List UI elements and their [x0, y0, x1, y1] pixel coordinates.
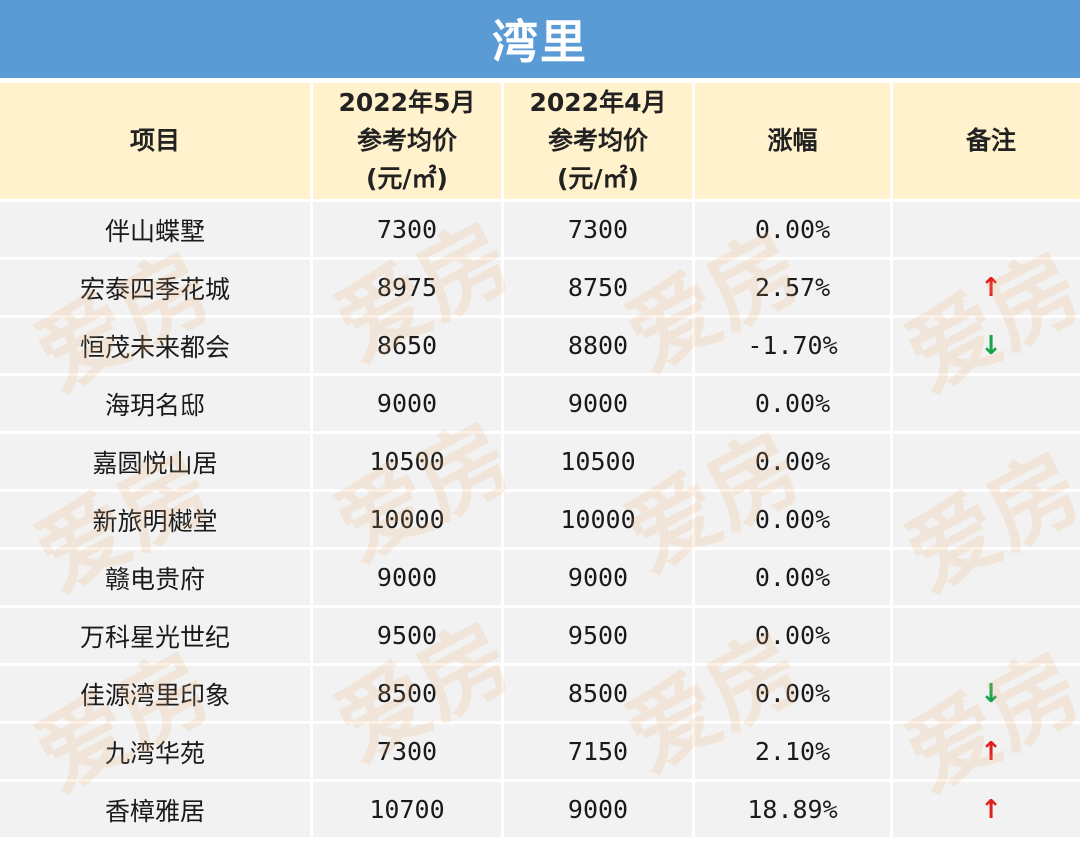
- change-cell: 2.10%: [695, 724, 890, 779]
- note-cell: ↑: [893, 724, 1080, 779]
- change-cell: 0.00%: [695, 608, 890, 663]
- header-note: 备注: [893, 83, 1080, 199]
- note-cell: ↓: [893, 666, 1080, 721]
- table-row: 宏泰四季花城 8975 8750 2.57% ↑: [0, 260, 1080, 315]
- may-price-cell: 9000: [313, 376, 501, 431]
- table-row: 海玥名邸 9000 9000 0.00%: [0, 376, 1080, 431]
- change-cell: 0.00%: [695, 376, 890, 431]
- note-cell: [893, 202, 1080, 257]
- header-may-price: 2022年5月 参考均价 (元/㎡): [313, 83, 501, 199]
- table-row: 新旅明樾堂 10000 10000 0.00%: [0, 492, 1080, 547]
- table-row: 九湾华苑 7300 7150 2.10% ↑: [0, 724, 1080, 779]
- header-project: 项目: [0, 83, 310, 199]
- table-row: 香樟雅居 10700 9000 18.89% ↑: [0, 782, 1080, 837]
- table-row: 赣电贵府 9000 9000 0.00%: [0, 550, 1080, 605]
- note-cell: [893, 550, 1080, 605]
- down-arrow-icon: ↓: [980, 330, 1002, 361]
- note-cell: ↑: [893, 260, 1080, 315]
- change-cell: 0.00%: [695, 434, 890, 489]
- header-apr-line-3: (元/㎡): [557, 164, 639, 193]
- apr-price-cell: 10000: [504, 492, 692, 547]
- apr-price-cell: 7150: [504, 724, 692, 779]
- note-cell: [893, 434, 1080, 489]
- project-name-cell: 宏泰四季花城: [0, 260, 310, 315]
- project-name-cell: 赣电贵府: [0, 550, 310, 605]
- may-price-cell: 10000: [313, 492, 501, 547]
- apr-price-cell: 10500: [504, 434, 692, 489]
- down-arrow-icon: ↓: [980, 678, 1002, 709]
- apr-price-cell: 9000: [504, 376, 692, 431]
- change-cell: -1.70%: [695, 318, 890, 373]
- table-title: 湾里: [0, 0, 1080, 78]
- note-cell: [893, 376, 1080, 431]
- may-price-cell: 7300: [313, 202, 501, 257]
- table-row: 佳源湾里印象 8500 8500 0.00% ↓: [0, 666, 1080, 721]
- may-price-cell: 9500: [313, 608, 501, 663]
- table-body: 伴山蝶墅 7300 7300 0.00% 宏泰四季花城 8975 8750 2.57% ↑ 恒茂未…: [0, 202, 1080, 837]
- header-may-line-3: (元/㎡): [366, 164, 448, 193]
- project-name-cell: 万科星光世纪: [0, 608, 310, 663]
- header-apr-price: 2022年4月 参考均价 (元/㎡): [504, 83, 692, 199]
- may-price-cell: 8975: [313, 260, 501, 315]
- project-name-cell: 海玥名邸: [0, 376, 310, 431]
- change-cell: 0.00%: [695, 666, 890, 721]
- apr-price-cell: 8800: [504, 318, 692, 373]
- table-row: 恒茂未来都会 8650 8800 -1.70% ↓: [0, 318, 1080, 373]
- header-may-line-2: 参考均价: [356, 126, 457, 155]
- note-cell: [893, 492, 1080, 547]
- note-cell: [893, 608, 1080, 663]
- note-cell: ↑: [893, 782, 1080, 837]
- project-name-cell: 新旅明樾堂: [0, 492, 310, 547]
- header-may-line-1: 2022年5月: [338, 88, 476, 117]
- up-arrow-icon: ↑: [980, 736, 1002, 767]
- may-price-cell: 8500: [313, 666, 501, 721]
- table-row: 嘉圆悦山居 10500 10500 0.00%: [0, 434, 1080, 489]
- apr-price-cell: 8750: [504, 260, 692, 315]
- apr-price-cell: 7300: [504, 202, 692, 257]
- header-apr-line-2: 参考均价: [547, 126, 648, 155]
- up-arrow-icon: ↑: [980, 794, 1002, 825]
- price-table: 项目 2022年5月 参考均价 (元/㎡) 2022年4月 参考均价 (元/㎡)…: [0, 80, 1080, 840]
- may-price-cell: 8650: [313, 318, 501, 373]
- note-cell: ↓: [893, 318, 1080, 373]
- apr-price-cell: 9000: [504, 550, 692, 605]
- table-row: 万科星光世纪 9500 9500 0.00%: [0, 608, 1080, 663]
- apr-price-cell: 9000: [504, 782, 692, 837]
- change-cell: 0.00%: [695, 202, 890, 257]
- project-name-cell: 嘉圆悦山居: [0, 434, 310, 489]
- apr-price-cell: 8500: [504, 666, 692, 721]
- up-arrow-icon: ↑: [980, 272, 1002, 303]
- may-price-cell: 10700: [313, 782, 501, 837]
- change-cell: 2.57%: [695, 260, 890, 315]
- project-name-cell: 伴山蝶墅: [0, 202, 310, 257]
- may-price-cell: 7300: [313, 724, 501, 779]
- header-row: 项目 2022年5月 参考均价 (元/㎡) 2022年4月 参考均价 (元/㎡)…: [0, 83, 1080, 199]
- project-name-cell: 佳源湾里印象: [0, 666, 310, 721]
- apr-price-cell: 9500: [504, 608, 692, 663]
- project-name-cell: 香樟雅居: [0, 782, 310, 837]
- table-row: 伴山蝶墅 7300 7300 0.00%: [0, 202, 1080, 257]
- may-price-cell: 9000: [313, 550, 501, 605]
- change-cell: 18.89%: [695, 782, 890, 837]
- change-cell: 0.00%: [695, 550, 890, 605]
- project-name-cell: 恒茂未来都会: [0, 318, 310, 373]
- change-cell: 0.00%: [695, 492, 890, 547]
- may-price-cell: 10500: [313, 434, 501, 489]
- header-apr-line-1: 2022年4月: [529, 88, 667, 117]
- header-change: 涨幅: [695, 83, 890, 199]
- project-name-cell: 九湾华苑: [0, 724, 310, 779]
